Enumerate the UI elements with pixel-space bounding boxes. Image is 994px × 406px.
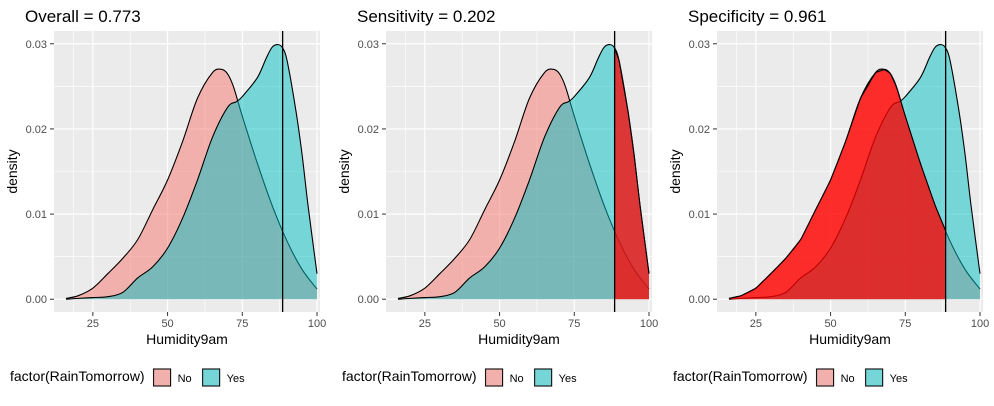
density-area-yes — [397, 44, 650, 300]
x-tick-label: 25 — [87, 318, 99, 330]
legend-title: factor(RainTomorrow) — [673, 368, 808, 384]
x-axis-title: Humidity9am — [146, 331, 228, 347]
y-tick-label: 0.00 — [358, 294, 379, 306]
legend-key-yes — [865, 368, 884, 387]
legend: factor(RainTomorrow) No Yes — [10, 368, 245, 387]
y-tick-label: 0.02 — [689, 124, 710, 136]
legend-label-no: No — [841, 373, 855, 385]
y-tick-label: 0.01 — [689, 209, 710, 221]
density-panel-2: 25 50 75 100 0.00 0.01 0.02 0.03 Humidity9am dens… — [336, 7, 658, 387]
y-tick-label: 0.01 — [358, 209, 379, 221]
x-tick-label: 25 — [750, 318, 762, 330]
legend-key-no — [485, 368, 504, 387]
x-tick-label: 100 — [971, 318, 989, 330]
chart-title: Sensitivity = 0.202 — [357, 7, 495, 26]
legend-title: factor(RainTomorrow) — [342, 368, 477, 384]
y-tick-label: 0.03 — [358, 39, 379, 51]
y-axis-title: density — [4, 149, 20, 193]
y-tick-label: 0.02 — [358, 124, 379, 136]
y-tick-label: 0.01 — [26, 209, 47, 221]
x-axis-title: Humidity9am — [478, 331, 560, 347]
legend-key-yes — [202, 368, 221, 387]
legend-label-yes: Yes — [890, 373, 908, 385]
highlight-curve — [614, 47, 650, 274]
x-tick-label: 75 — [236, 318, 248, 330]
y-tick-label: 0.00 — [689, 294, 710, 306]
density-panel-3: 25 50 75 100 0.00 0.01 0.02 0.03 Humidity9am dens… — [667, 7, 989, 387]
density-curve-yes — [65, 44, 318, 300]
x-tick-label: 50 — [161, 318, 173, 330]
x-axis-title: Humidity9am — [809, 331, 891, 347]
legend: factor(RainTomorrow) No Yes — [342, 368, 577, 387]
x-tick-label: 50 — [493, 318, 505, 330]
y-tick-label: 0.03 — [26, 39, 47, 51]
y-axis-title: density — [667, 149, 683, 193]
y-axis-title: density — [336, 149, 352, 193]
y-tick-label: 0.03 — [689, 39, 710, 51]
legend-key-yes — [534, 368, 553, 387]
legend: factor(RainTomorrow) No Yes — [673, 368, 908, 387]
highlight-area — [728, 69, 946, 300]
density-panel-1: 25 50 75 100 0.00 0.01 0.02 0.03 Humidity9am dens… — [4, 7, 326, 387]
density-area-yes — [65, 44, 318, 300]
chart-title: Overall = 0.773 — [25, 7, 141, 26]
chart-title: Specificity = 0.961 — [688, 7, 826, 26]
legend-label-no: No — [178, 373, 192, 385]
x-tick-label: 100 — [308, 318, 326, 330]
legend-label-no: No — [510, 373, 524, 385]
y-tick-label: 0.02 — [26, 124, 47, 136]
legend-key-no — [153, 368, 172, 387]
y-tick-label: 0.00 — [26, 294, 47, 306]
x-tick-label: 25 — [419, 318, 431, 330]
legend-label-yes: Yes — [227, 373, 245, 385]
legend-label-yes: Yes — [559, 373, 577, 385]
highlight-area — [614, 48, 650, 300]
legend-title: factor(RainTomorrow) — [10, 368, 145, 384]
x-tick-label: 50 — [824, 318, 836, 330]
x-tick-label: 100 — [640, 318, 658, 330]
highlight-curve — [728, 69, 947, 299]
x-tick-label: 75 — [899, 318, 911, 330]
x-tick-label: 75 — [568, 318, 580, 330]
legend-key-no — [816, 368, 835, 387]
